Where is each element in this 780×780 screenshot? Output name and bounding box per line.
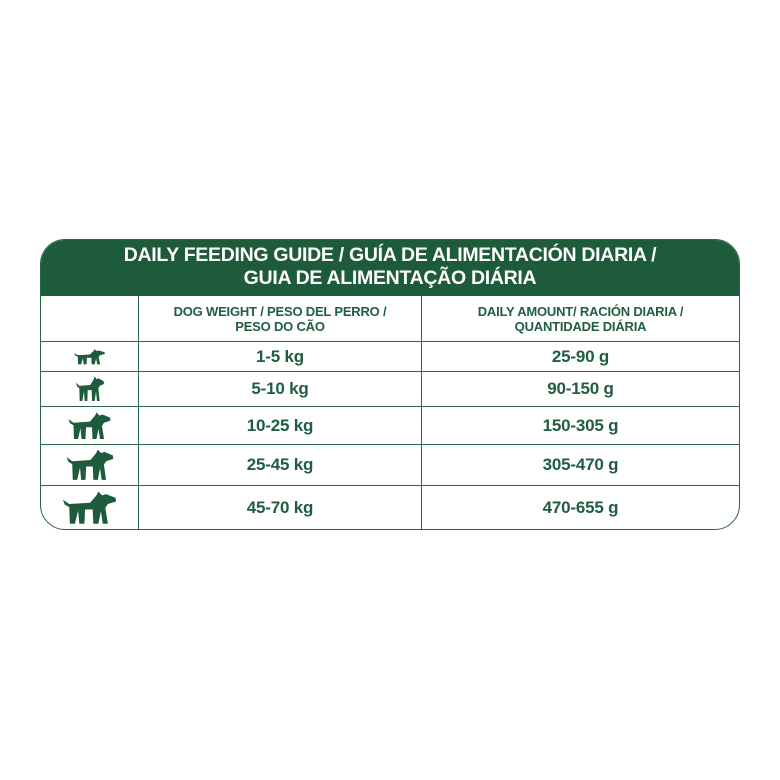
dog-size-4-icon [66,449,113,481]
dog-size-2-icon [75,376,104,402]
dog-weight-value: 5-10 kg [139,371,422,407]
daily-amount-value: 150-305 g [542,415,619,435]
dog-icon-cell [41,444,139,486]
guide-title-line1: DAILY FEEDING GUIDE / GUÍA DE ALIMENTACI… [123,244,657,267]
dog-icon-cell [41,486,139,529]
dog-size-1-icon [74,348,105,365]
dog-weight-header-line1: DOG WEIGHT / PESO DEL PERRO / [173,303,387,319]
daily-amount-value: 470-655 g [542,497,619,517]
dog-weight-header-line2: PESO DO CÃO [235,318,325,334]
header-cell-dog-weight: DOG WEIGHT / PESO DEL PERRO / PESO DO CÃ… [139,296,422,342]
feeding-guide-card: DAILY FEEDING GUIDE / GUÍA DE ALIMENTACI… [40,239,740,530]
table-header-row: DOG WEIGHT / PESO DEL PERRO / PESO DO CÃ… [41,296,739,343]
dog-icon-cell [41,371,139,407]
daily-amount-value: 90-150 g [547,379,614,399]
table-row: 1-5 kg 25-90 g [41,342,739,372]
guide-title-line2: GUIA DE ALIMENTAÇÃO DIÁRIA [243,267,537,290]
dog-icon-cell [41,407,139,444]
daily-amount-value: 305-470 g [542,455,619,475]
table-body: 1-5 kg 25-90 g 5-10 kg 90-150 g 10-25 kg… [41,342,739,529]
table-row: 25-45 kg 305-470 g [41,444,739,487]
dog-weight-value: 25-45 kg [139,444,422,486]
dog-weight-value: 1-5 kg [139,342,422,371]
dog-icon-cell [41,342,139,371]
daily-amount-header-line2: QUANTIDADE DIÁRIA [514,318,647,334]
dog-weight-value: 45-70 kg [139,486,422,529]
daily-amount-value: 25-90 g [551,346,610,366]
feeding-guide-title-band: DAILY FEEDING GUIDE / GUÍA DE ALIMENTACI… [41,240,739,297]
dog-weight-value: 10-25 kg [139,407,422,444]
table-row: 45-70 kg 470-655 g [41,486,739,529]
header-cell-daily-amount: DAILY AMOUNT/ RACIÓN DIARIA / QUANTIDADE… [422,296,739,341]
dog-size-5-icon [62,491,117,524]
table-row: 10-25 kg 150-305 g [41,407,739,445]
dog-size-3-icon [68,412,111,439]
daily-amount-header-line1: DAILY AMOUNT/ RACIÓN DIARIA / [477,303,684,319]
table-row: 5-10 kg 90-150 g [41,371,739,408]
header-cell-icon-column [41,296,139,342]
